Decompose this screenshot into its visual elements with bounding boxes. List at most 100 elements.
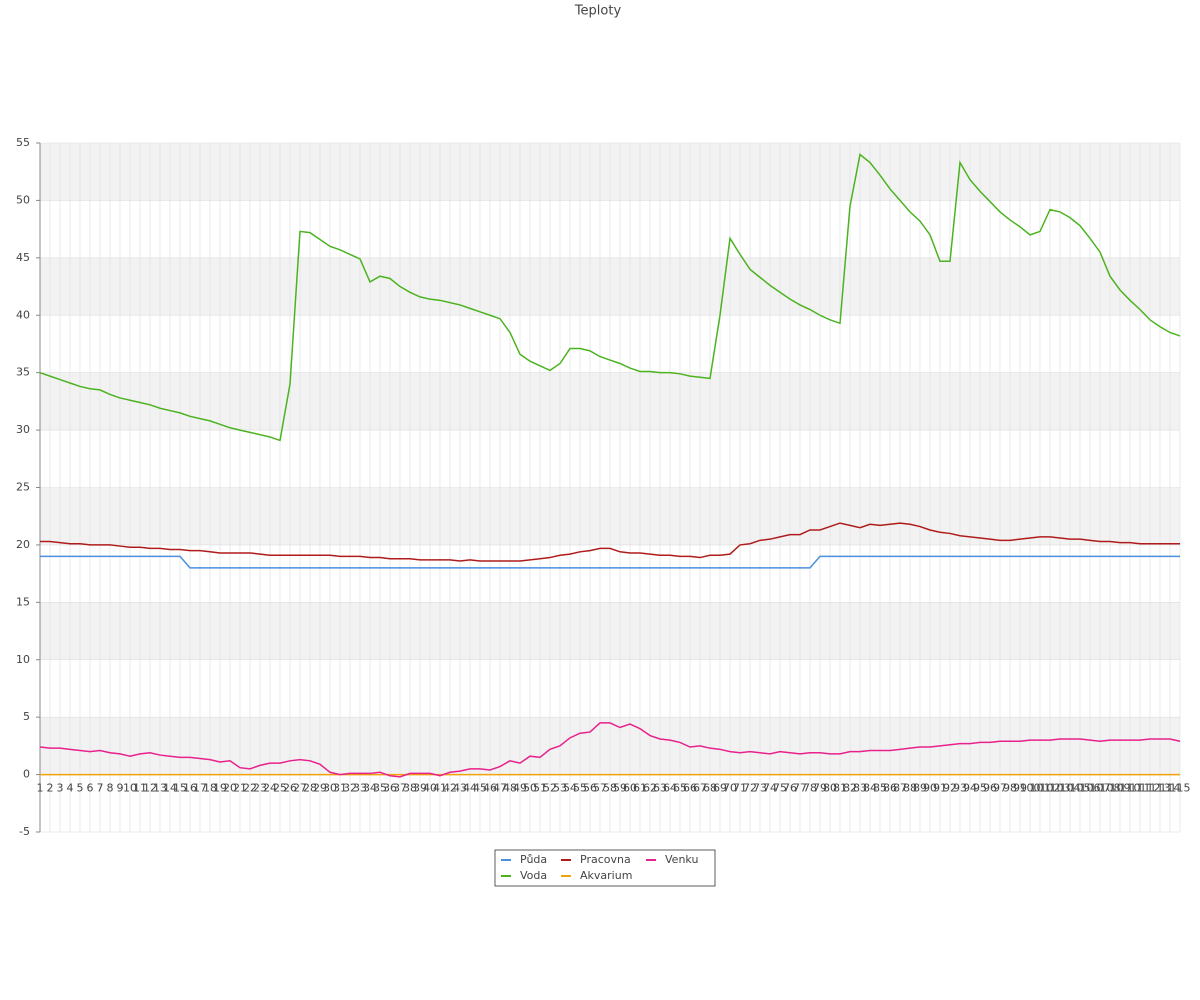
legend-label: Venku	[665, 853, 698, 866]
x-tick-label: 73	[753, 782, 767, 795]
x-tick-label: 9	[117, 782, 124, 795]
x-tick-label: 57	[593, 782, 607, 795]
x-tick-label: 20	[223, 782, 237, 795]
x-tick-label: 28	[303, 782, 317, 795]
x-tick-label: 97	[993, 782, 1007, 795]
x-tick-label: 107	[1090, 782, 1111, 795]
legend-box	[494, 849, 716, 887]
x-tick-label: 109	[1110, 782, 1131, 795]
x-tick-label: 70	[723, 782, 737, 795]
x-tick-label: 68	[703, 782, 717, 795]
x-tick-label: 60	[623, 782, 637, 795]
x-tick-label: 90	[923, 782, 937, 795]
x-tick-label: 86	[883, 782, 897, 795]
x-tick-label: 40	[423, 782, 437, 795]
x-tick-label: 82	[843, 782, 857, 795]
x-tick-label: 11	[133, 782, 147, 795]
x-tick-label: 24	[263, 782, 277, 795]
series-line	[40, 522, 1180, 562]
x-tick-label: 51	[533, 782, 547, 795]
x-tick-label: 101	[1030, 782, 1051, 795]
x-tick-label: 78	[803, 782, 817, 795]
x-tick-label: 58	[603, 782, 617, 795]
x-tick-label: 77	[793, 782, 807, 795]
x-tick-label: 21	[233, 782, 247, 795]
x-tick-label: 23	[253, 782, 267, 795]
legend-label: Pracovna	[580, 853, 631, 866]
x-tick-label: 1	[37, 782, 44, 795]
x-tick-label: 79	[813, 782, 827, 795]
x-tick-label: 29	[313, 782, 327, 795]
x-tick-label: 17	[193, 782, 207, 795]
x-tick-label: 65	[673, 782, 687, 795]
x-tick-label: 81	[833, 782, 847, 795]
x-tick-label: 33	[353, 782, 367, 795]
x-tick-label: 15	[173, 782, 187, 795]
y-tick-label: 0	[23, 768, 30, 781]
x-tick-label: 52	[543, 782, 557, 795]
x-tick-label: 34	[363, 782, 377, 795]
y-tick-label: 25	[16, 481, 30, 494]
legend-label: Voda	[520, 869, 547, 882]
x-tick-label: 69	[713, 782, 727, 795]
x-tick-label: 80	[823, 782, 837, 795]
x-tick-label: 16	[183, 782, 197, 795]
x-tick-label: 41	[433, 782, 447, 795]
x-tick-label: 55	[573, 782, 587, 795]
x-tick-label: 62	[643, 782, 657, 795]
x-tick-label: 98	[1003, 782, 1017, 795]
x-tick-label: 106	[1080, 782, 1101, 795]
y-tick-label: 35	[16, 366, 30, 379]
x-tick-label: 85	[873, 782, 887, 795]
x-tick-label: 89	[913, 782, 927, 795]
x-tick-label: 93	[953, 782, 967, 795]
x-tick-label: 46	[483, 782, 497, 795]
x-tick-label: 53	[553, 782, 567, 795]
x-tick-label: 84	[863, 782, 877, 795]
x-tick-label: 103	[1050, 782, 1071, 795]
x-tick-label: 111	[1130, 782, 1151, 795]
x-tick-label: 75	[773, 782, 787, 795]
legend-label: Půda	[520, 853, 547, 866]
x-tick-label: 47	[493, 782, 507, 795]
x-tick-label: 45	[473, 782, 487, 795]
x-tick-label: 49	[513, 782, 527, 795]
x-tick-label: 2	[47, 782, 54, 795]
x-tick-label: 72	[743, 782, 757, 795]
x-tick-label: 26	[283, 782, 297, 795]
x-tick-label: 91	[933, 782, 947, 795]
x-tick-label: 18	[203, 782, 217, 795]
x-tick-label: 66	[683, 782, 697, 795]
y-tick-label: 45	[16, 251, 30, 264]
x-tick-label: 102	[1040, 782, 1061, 795]
x-tick-label: 36	[383, 782, 397, 795]
y-tick-label: 20	[16, 538, 30, 551]
x-tick-label: 67	[693, 782, 707, 795]
x-tick-label: 114	[1160, 782, 1181, 795]
y-tick-label: 30	[16, 423, 30, 436]
x-tick-label: 63	[653, 782, 667, 795]
x-tick-label: 35	[373, 782, 387, 795]
x-tick-label: 59	[613, 782, 627, 795]
x-tick-label: 42	[443, 782, 457, 795]
x-tick-label: 39	[413, 782, 427, 795]
x-tick-label: 44	[463, 782, 477, 795]
x-tick-label: 64	[663, 782, 677, 795]
x-tick-label: 100	[1020, 782, 1041, 795]
x-tick-label: 31	[333, 782, 347, 795]
x-tick-label: 27	[293, 782, 307, 795]
x-tick-label: 13	[153, 782, 167, 795]
x-tick-label: 37	[393, 782, 407, 795]
y-tick-label: 10	[16, 653, 30, 666]
x-tick-label: 7	[97, 782, 104, 795]
x-tick-label: 43	[453, 782, 467, 795]
x-tick-label: 92	[943, 782, 957, 795]
y-tick-label: -5	[19, 825, 30, 838]
chart-title: Teploty	[574, 4, 622, 19]
x-tick-label: 112	[1140, 782, 1161, 795]
x-tick-label: 22	[243, 782, 257, 795]
series-line	[39, 153, 1181, 442]
legend-label: Akvarium	[580, 869, 632, 882]
x-tick-label: 96	[983, 782, 997, 795]
